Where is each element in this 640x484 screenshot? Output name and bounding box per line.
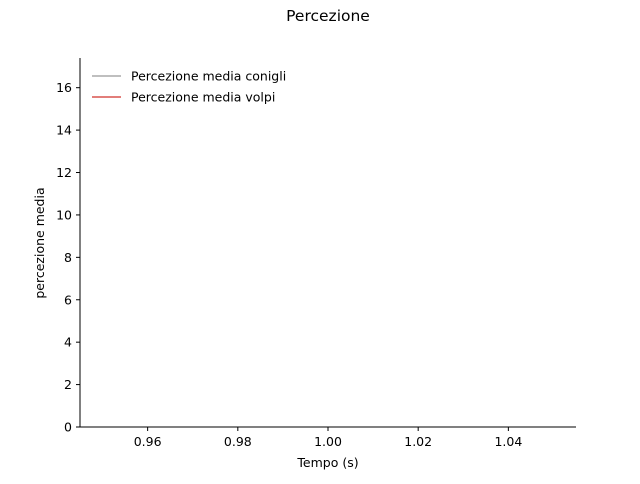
x-tick-label: 0.96 xyxy=(134,434,162,449)
legend-label-1: Percezione media volpi xyxy=(131,90,275,105)
axes-spines xyxy=(79,58,576,428)
legend: Percezione media conigli Percezione media… xyxy=(92,69,286,105)
y-tick-label: 0 xyxy=(64,420,72,435)
x-tick-label: 0.98 xyxy=(224,434,252,449)
y-tick-label: 14 xyxy=(56,123,72,138)
chart-title: Percezione xyxy=(286,7,370,25)
y-tick-label: 12 xyxy=(56,165,72,180)
y-tick-label: 2 xyxy=(64,377,72,392)
y-axis-label: percezione media xyxy=(32,187,47,298)
y-axis-ticks: 0 2 4 6 8 10 12 14 16 xyxy=(56,80,80,435)
y-tick-label: 10 xyxy=(56,207,72,222)
x-tick-label: 1.00 xyxy=(314,434,342,449)
x-axis-label: Tempo (s) xyxy=(296,455,358,470)
y-tick-label: 4 xyxy=(64,335,72,350)
y-tick-label: 16 xyxy=(56,80,72,95)
x-axis-ticks: 0.96 0.98 1.00 1.02 1.04 xyxy=(134,427,522,449)
y-tick-label: 8 xyxy=(64,250,72,265)
y-tick-label: 6 xyxy=(64,292,72,307)
legend-label-0: Percezione media conigli xyxy=(131,69,286,84)
x-tick-label: 1.02 xyxy=(404,434,432,449)
x-tick-label: 1.04 xyxy=(494,434,522,449)
